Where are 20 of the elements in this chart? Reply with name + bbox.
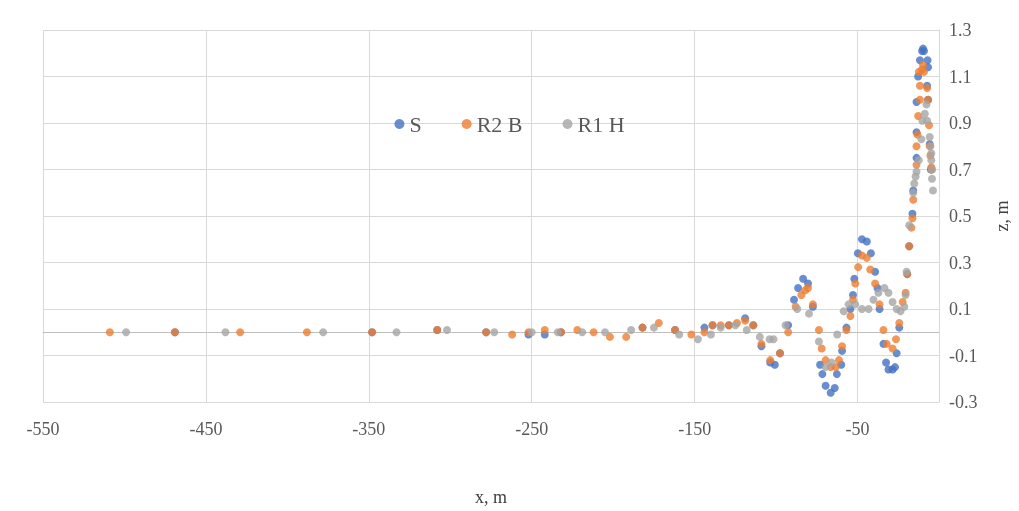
y-tick-label: -0.1 [949, 345, 978, 366]
legend-label: R2 B [476, 111, 523, 137]
y-tick-label: -0.3 [949, 392, 978, 412]
x-tick-label: -50 [845, 419, 870, 439]
y-axis-title: z, m [992, 200, 1012, 232]
y-tick-label: 0.3 [949, 252, 972, 273]
legend-label: R1 H [577, 111, 625, 137]
x-tick-label: -150 [678, 419, 712, 439]
x-tick-label: -550 [26, 419, 60, 439]
y-tick-label: 0.7 [949, 159, 972, 180]
x-tick-label: -450 [189, 419, 223, 439]
x-tick-label: -250 [515, 419, 549, 439]
y-tick-label: 0.9 [949, 113, 972, 133]
y-tick-label: 0.5 [949, 206, 972, 226]
y-tick-label: 0.1 [949, 299, 972, 319]
y-tick-label: 1.3 [949, 20, 972, 40]
y-tick-label: 1.1 [949, 66, 972, 87]
x-axis-title: x, m [474, 487, 508, 507]
x-tick-label: -350 [352, 419, 386, 439]
legend-label: S [409, 111, 422, 137]
